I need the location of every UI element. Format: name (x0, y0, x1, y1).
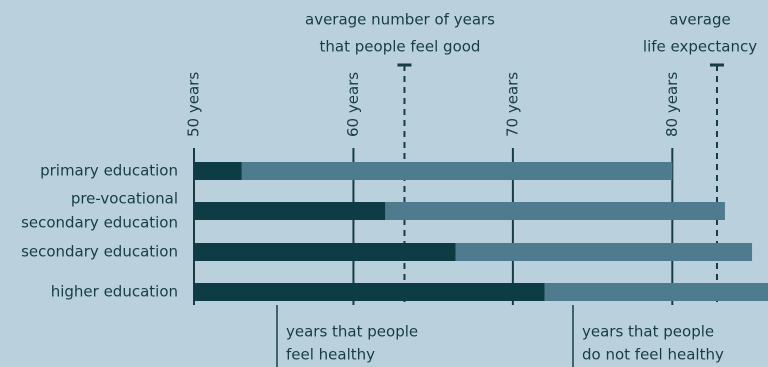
annotation: feel healthy (286, 346, 375, 364)
x-tick-label: 80 years (663, 72, 681, 137)
x-tick-label: 50 years (185, 72, 203, 137)
bar-segment (194, 202, 386, 220)
bar-segment (385, 202, 725, 220)
bar-segment (241, 162, 673, 180)
annotation: years that people (286, 323, 418, 341)
category-label: primary education (40, 162, 178, 180)
annotation: do not feel healthy (582, 346, 724, 364)
x-tick-label: 70 years (503, 72, 521, 137)
annotation: years that people (582, 323, 714, 341)
category-label: secondary education (21, 243, 178, 261)
x-tick-label: 60 years (344, 72, 362, 137)
bar-segment (194, 243, 456, 261)
bar-segment (544, 283, 768, 301)
category-label: pre-vocational (71, 190, 178, 208)
bar-segment (194, 162, 242, 180)
category-label: higher education (51, 283, 178, 301)
reference-label: life expectancy (643, 38, 757, 56)
category-label: secondary education (21, 214, 178, 232)
reference-label: that people feel good (320, 38, 481, 56)
reference-label: average (669, 11, 730, 29)
bar-segment (194, 283, 545, 301)
bar-segment (455, 243, 753, 261)
reference-label: average number of years (305, 11, 495, 29)
